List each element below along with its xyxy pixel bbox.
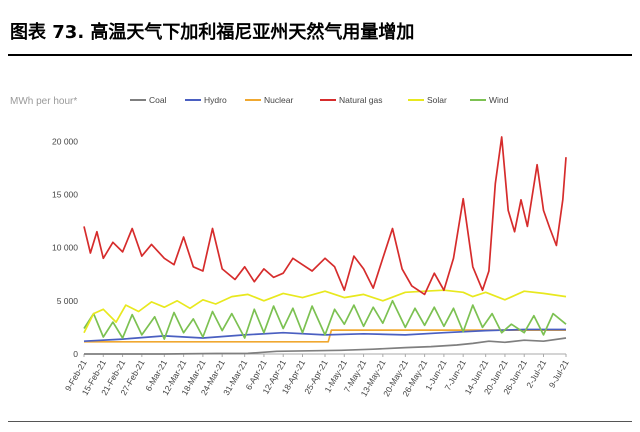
- legend-label: Solar: [427, 95, 447, 105]
- title-rule: [8, 54, 632, 56]
- y-tick-label: 10 000: [52, 243, 78, 253]
- y-tick-label: 15 000: [52, 189, 78, 199]
- legend-label: Nuclear: [264, 95, 293, 105]
- series-line-natural-gas: [83, 136, 567, 296]
- series-lines: [83, 136, 567, 355]
- y-axis: 0 5 000 10 000 15 000 20 000: [52, 136, 78, 359]
- series-line-coal: [84, 337, 567, 355]
- series-line-solar: [83, 289, 567, 334]
- line-chart: MWh per hour* Coal Hydro Nuclear Natural ga…: [10, 95, 571, 398]
- y-tick-label: 5 000: [57, 296, 79, 306]
- x-axis: 9-Feb-2115-Feb-2121-Feb-2127-Feb-216-Mar…: [63, 353, 571, 398]
- y-tick-label: 0: [73, 349, 78, 359]
- y-axis-label: MWh per hour*: [10, 96, 77, 107]
- x-tick-label: 9-Jul-21: [547, 358, 571, 390]
- bottom-rule: [8, 421, 632, 422]
- legend-label: Natural gas: [339, 95, 382, 105]
- chart-legend: Coal Hydro Nuclear Natural gas Solar Wind: [130, 95, 509, 105]
- legend-label: Hydro: [204, 95, 227, 105]
- series-line-wind: [83, 299, 567, 340]
- legend-label: Wind: [489, 95, 509, 105]
- series-line-nuclear: [84, 329, 566, 343]
- figure-title: 图表 73. 高温天气下加利福尼亚州天然气用量增加: [10, 22, 415, 43]
- y-tick-label: 20 000: [52, 136, 78, 146]
- legend-label: Coal: [149, 95, 167, 105]
